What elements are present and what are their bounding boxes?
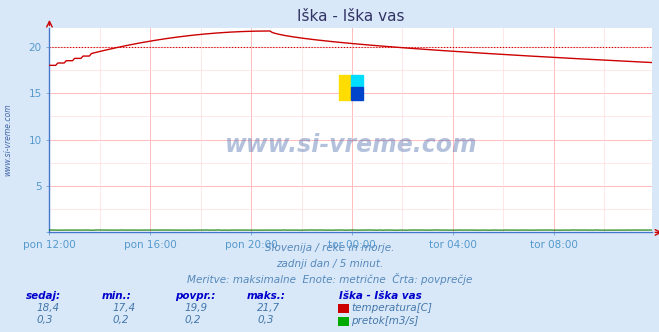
Text: 0,2: 0,2	[185, 315, 201, 325]
Text: www.si-vreme.com: www.si-vreme.com	[225, 132, 477, 157]
Text: Slovenija / reke in morje.: Slovenija / reke in morje.	[265, 243, 394, 253]
Text: 0,3: 0,3	[257, 315, 273, 325]
Text: Meritve: maksimalne  Enote: metrične  Črta: povprečje: Meritve: maksimalne Enote: metrične Črta…	[186, 273, 473, 285]
Bar	[351, 75, 363, 87]
Text: 19,9: 19,9	[185, 303, 208, 313]
Text: 17,4: 17,4	[112, 303, 135, 313]
Text: 0,3: 0,3	[36, 315, 53, 325]
Text: zadnji dan / 5 minut.: zadnji dan / 5 minut.	[276, 259, 383, 269]
Text: maks.:: maks.:	[247, 291, 286, 301]
Text: povpr.:: povpr.:	[175, 291, 215, 301]
Bar	[339, 75, 351, 100]
Text: sedaj:: sedaj:	[26, 291, 61, 301]
Text: temperatura[C]: temperatura[C]	[351, 303, 432, 313]
Text: www.si-vreme.com: www.si-vreme.com	[3, 103, 13, 176]
Bar	[351, 87, 363, 100]
Text: Iška - Iška vas: Iška - Iška vas	[339, 291, 422, 301]
Title: Iška - Iška vas: Iška - Iška vas	[297, 9, 405, 24]
Text: 18,4: 18,4	[36, 303, 59, 313]
Text: 0,2: 0,2	[112, 315, 129, 325]
Text: pretok[m3/s]: pretok[m3/s]	[351, 316, 418, 326]
Text: min.:: min.:	[102, 291, 132, 301]
Text: 21,7: 21,7	[257, 303, 280, 313]
